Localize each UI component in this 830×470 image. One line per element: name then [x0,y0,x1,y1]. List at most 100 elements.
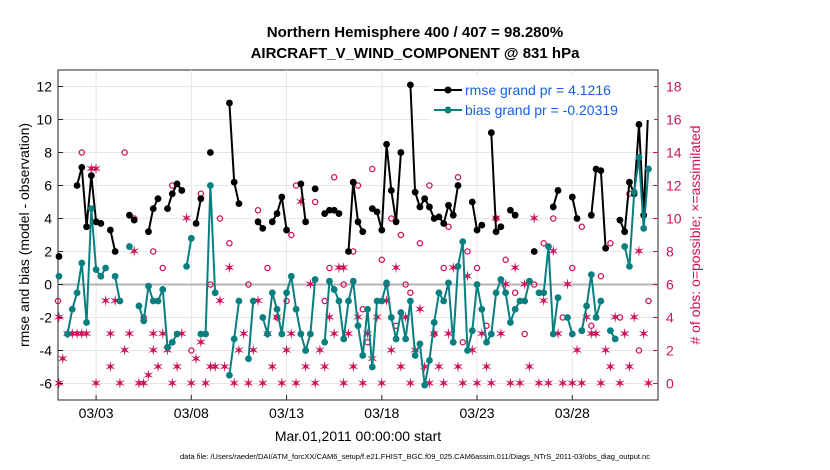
obs-possible-marker [511,289,519,296]
bias-point [421,381,429,389]
rmse-point [278,193,286,201]
obs-assimilated-marker: ✶ [152,358,165,376]
bias-point [606,327,614,335]
rmse-point [506,206,514,214]
y2-tick-label: 10 [666,211,682,227]
bias-point [640,225,648,232]
bias-point [202,330,210,338]
obs-assimilated-marker: ✶ [433,358,446,376]
obs-assimilated-marker: ✶ [299,358,312,376]
rmse-point [435,213,443,221]
rmse-point [178,187,186,194]
obs-assimilated-marker: ✶ [614,375,627,393]
obs-assimilated-marker: ✶ [480,358,493,376]
bias-line-segment [185,238,193,267]
bias-point [426,357,433,364]
obs-assimilated-marker: ✶ [552,325,565,343]
rmse-point [197,195,205,203]
obs-assimilated-marker: ✶ [123,325,136,343]
rmse-point [168,190,176,198]
bias-point [354,322,362,330]
bias-point [521,297,529,305]
bias-point [83,319,90,326]
rmse-point [335,210,343,217]
y2-tick-label: 6 [666,277,674,293]
bias-point [149,297,157,305]
rmse-point [55,253,63,260]
obs-assimilated-marker: ✶ [104,358,117,376]
obs-possible-marker [549,215,557,222]
bias-point [392,335,400,343]
bias-point [140,317,148,325]
obs-possible-marker [388,215,395,222]
obs-possible-marker [464,248,471,255]
legend-bias-marker [444,106,452,114]
chart-title: Northern Hemisphere 400 / 407 = 98.280% [266,24,564,41]
obs-assimilated-marker: ✶ [242,375,255,393]
bias-point [259,314,267,321]
obs-assimilated-marker: ✶ [347,358,360,376]
bias-point [621,243,629,250]
rmse-point [206,149,214,156]
obs-assimilated-marker: ✶ [252,292,265,310]
obs-possible-marker [288,231,295,239]
obs-possible-marker [226,239,233,247]
bias-point [135,302,143,310]
obs-possible-marker [416,239,424,247]
obs-possible-marker [121,149,128,156]
bias-point [645,165,652,173]
obs-assimilated-marker: ✶ [180,210,193,228]
obs-assimilated-marker: ✶ [318,358,331,376]
obs-possible-marker [430,330,438,338]
bias-point [187,234,195,242]
bias-point [268,289,276,297]
obs-assimilated-marker: ✶ [137,375,150,393]
rmse-point [421,195,429,203]
obs-possible-marker [264,264,271,272]
rmse-point [349,178,357,186]
bias-point [487,330,495,338]
obs-assimilated-marker: ✶ [256,375,269,393]
bias-point [554,294,562,302]
obs-assimilated-marker: ✶ [561,276,574,294]
obs-assimilated-marker: ✶ [328,325,341,343]
rmse-point [554,187,562,194]
obs-assimilated-marker: ✶ [56,350,69,368]
bias-point [635,154,643,161]
rmse-point [130,216,138,224]
obs-assimilated-marker: ✶ [204,358,217,376]
bias-point [249,297,257,305]
obs-assimilated-marker: ✶ [637,325,650,343]
bias-point [387,314,395,321]
bias-point [454,262,462,270]
obs-assimilated-marker: ✶ [504,375,517,393]
bias-point [264,330,271,338]
rmse-point [311,185,319,193]
rmse-point [126,211,133,219]
obs-assimilated-marker: ✶ [185,375,198,393]
bias-point [287,272,295,280]
bias-point [449,338,457,346]
bias-line-segment [247,300,255,359]
obs-assimilated-marker: ✶ [371,309,384,327]
obs-assimilated-marker: ✶ [456,375,469,393]
obs-possible-marker [311,198,319,206]
bias-point [145,282,152,290]
obs-assimilated-marker: ✶ [190,350,203,368]
obs-possible-marker [407,289,414,296]
y2-tick-label: 14 [666,145,682,161]
obs-possible-marker [245,281,252,288]
obs-possible-marker [354,182,362,189]
bias-line-segment [114,276,121,302]
rmse-point [149,205,157,213]
bias-point [592,314,600,321]
bias-point [502,289,510,297]
bias-point [359,352,367,359]
obs-assimilated-marker: ✶ [71,325,84,343]
obs-possible-marker [597,272,605,280]
legend-rmse-marker [444,86,452,94]
rmse-point [106,226,114,234]
obs-assimilated-marker: ✶ [90,375,103,393]
x-tick-label: 03/13 [269,405,304,421]
obs-assimilated-marker: ✶ [395,358,408,376]
